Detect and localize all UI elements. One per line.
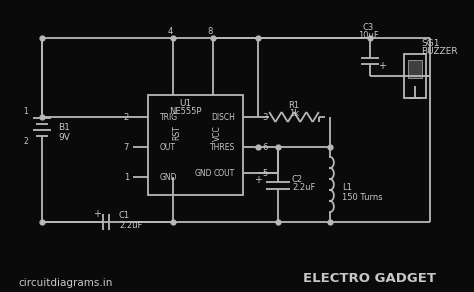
Text: TRIG: TRIG (160, 112, 178, 121)
Text: 2: 2 (124, 112, 129, 121)
Text: 2.2uF: 2.2uF (119, 220, 142, 230)
Text: GND: GND (160, 173, 177, 182)
Text: circuitdiagrams.in: circuitdiagrams.in (18, 278, 112, 288)
Text: SG1: SG1 (421, 39, 439, 48)
Text: 9V: 9V (58, 133, 70, 142)
Text: +: + (254, 175, 262, 185)
Text: RST: RST (173, 126, 182, 140)
Text: +: + (93, 209, 101, 219)
Text: VCC: VCC (212, 125, 221, 141)
Text: B1: B1 (58, 124, 70, 133)
Text: COUT: COUT (214, 168, 235, 178)
Text: C2: C2 (292, 175, 303, 185)
Text: C1: C1 (119, 211, 130, 220)
Text: L1: L1 (342, 182, 352, 192)
Text: 6: 6 (262, 142, 267, 152)
Text: THRES: THRES (210, 142, 235, 152)
Text: 1k: 1k (289, 109, 299, 117)
Text: U1: U1 (179, 98, 191, 107)
Text: 1: 1 (124, 173, 129, 182)
Text: 2: 2 (24, 138, 28, 147)
Bar (404, 54, 426, 98)
Text: 3: 3 (262, 112, 267, 121)
Text: 2.2uF: 2.2uF (292, 183, 315, 192)
Text: OUT: OUT (160, 142, 176, 152)
Bar (148, 95, 243, 195)
Text: 4: 4 (167, 27, 173, 36)
Text: GND: GND (195, 168, 212, 178)
Text: 10uF: 10uF (357, 30, 378, 39)
Text: DISCH: DISCH (211, 112, 235, 121)
Bar (408, 60, 422, 78)
Text: +: + (378, 61, 386, 71)
Text: 7: 7 (124, 142, 129, 152)
Text: R1: R1 (289, 102, 300, 110)
Text: 1: 1 (24, 107, 28, 117)
Text: 5: 5 (262, 168, 267, 178)
Text: C3: C3 (363, 23, 374, 32)
Text: 8: 8 (207, 27, 213, 36)
Text: ELECTRO GADGET: ELECTRO GADGET (303, 272, 437, 284)
Text: NE555P: NE555P (169, 107, 202, 117)
Text: BUZZER: BUZZER (421, 48, 457, 56)
Text: 150 Turns: 150 Turns (342, 192, 383, 201)
